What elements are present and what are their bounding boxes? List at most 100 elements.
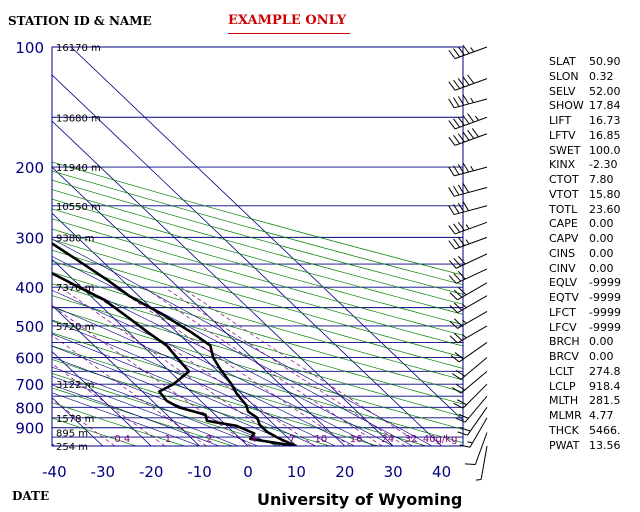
wind-barb-feather — [467, 74, 475, 84]
isotherm-line — [0, 47, 6, 446]
dewpoint-trace — [52, 271, 295, 446]
wind-barb-feather — [453, 48, 461, 58]
index-row: SELV 52.00 — [549, 85, 621, 100]
wind-barb-feather — [448, 205, 455, 215]
wind-barb — [448, 128, 488, 146]
wind-barb-feather — [449, 305, 458, 314]
wind-barb-feather — [457, 116, 465, 126]
index-value: 7.80 — [589, 173, 614, 186]
index-name: TOTL — [549, 202, 578, 216]
height-label: 13680 m — [56, 113, 101, 124]
wind-barb — [448, 94, 488, 109]
index-name: SWET — [549, 143, 581, 157]
mixing-ratio-line — [164, 286, 406, 446]
wind-barb-staff — [454, 46, 488, 60]
dry-adiabat — [52, 249, 463, 369]
wind-barb-staff — [454, 205, 488, 216]
dry-adiabat — [52, 161, 463, 276]
wind-barb-staff — [455, 268, 488, 284]
wind-barb-half-feather — [465, 224, 470, 230]
index-name: KINX — [549, 158, 576, 172]
wind-barb-feather — [448, 240, 456, 250]
mixing-ratio-label: 7 — [289, 434, 295, 445]
wind-barb-feather — [462, 94, 470, 105]
pressure-tick-label: 200 — [15, 159, 44, 177]
index-row: SLON 0.32 — [549, 70, 614, 85]
index-name: LCLT — [549, 364, 575, 378]
mixing-ratio-line — [60, 286, 290, 446]
wind-barb-staff — [457, 282, 488, 301]
index-value: 23.60 — [589, 202, 621, 216]
index-name: CINV — [549, 261, 576, 275]
wind-barb-feather — [453, 332, 463, 341]
index-name: CAPV — [549, 232, 579, 245]
wind-barb-feather — [453, 118, 461, 128]
wind-barb — [449, 311, 488, 329]
wind-barb-feather — [448, 120, 456, 130]
isotherm-line — [52, 212, 297, 446]
wind-barb-feather — [457, 431, 468, 436]
wind-barb-feather — [457, 255, 466, 265]
wind-barb — [448, 201, 488, 216]
dry-adiabat — [52, 271, 463, 393]
height-label: 3122 m — [56, 380, 94, 391]
index-row: LFCV -9999 — [549, 321, 621, 336]
mixing-ratio-label: 4 — [250, 434, 256, 445]
mixing-ratio-label: 24 — [381, 434, 394, 445]
index-row: TOTL 23.60 — [549, 203, 621, 218]
index-row: SWET 100.0 — [549, 144, 621, 159]
index-name: LCLP — [549, 379, 576, 393]
height-label: 11940 m — [56, 163, 101, 174]
index-value: 0.00 — [589, 232, 614, 245]
wind-barb-staff — [454, 166, 488, 177]
isotherm-line — [52, 166, 346, 446]
index-name: VTOT — [549, 187, 579, 201]
index-row: BRCH 0.00 — [549, 335, 614, 350]
wind-barb — [464, 432, 488, 465]
dry-adiabat — [52, 332, 427, 446]
index-row: LCLT 274.8 — [549, 365, 621, 380]
dry-adiabat — [52, 170, 463, 286]
wind-barb — [475, 445, 488, 481]
dry-adiabat — [52, 239, 463, 358]
wind-barb — [448, 253, 488, 269]
height-label: 7370 m — [56, 283, 94, 294]
wind-barb-feather — [455, 417, 466, 423]
mixing-ratio-label: 32 — [405, 434, 418, 445]
wind-barb-feather — [457, 46, 465, 56]
index-row: BRCV 0.00 — [549, 350, 614, 365]
mixing-ratio-line — [180, 286, 424, 446]
temperature-tick-label: -10 — [187, 463, 212, 481]
index-name: LIFT — [549, 114, 572, 127]
index-row: LFTV 16.85 — [549, 129, 621, 144]
moist-adiabat — [52, 333, 316, 446]
wind-barb-feather — [457, 236, 465, 246]
wind-barb — [449, 325, 488, 344]
index-name: EQLV — [549, 276, 578, 290]
wind-barb-feather — [457, 184, 465, 194]
index-name: LFTV — [549, 128, 576, 142]
temperature-tick-label: -30 — [91, 463, 116, 481]
wind-barb-feather — [453, 204, 460, 214]
wind-barb-feather — [457, 399, 467, 406]
dry-adiabat — [52, 345, 379, 446]
wind-barb — [459, 417, 488, 448]
wind-barb-half-feather — [465, 239, 470, 245]
wind-barb-feather — [458, 413, 469, 419]
mixing-ratio-line — [52, 363, 166, 446]
dry-adiabat — [52, 189, 463, 305]
index-name: CTOT — [549, 173, 579, 186]
wind-barb-feather — [457, 78, 465, 88]
wind-barb — [450, 341, 488, 363]
wind-barb-staff — [454, 236, 488, 250]
index-row: SHOW 17.84 — [549, 99, 621, 114]
index-row: KINX -2.30 — [549, 158, 617, 173]
wind-barb — [448, 44, 488, 60]
wind-barb-feather — [449, 335, 458, 344]
index-row: CAPE 0.00 — [549, 217, 614, 232]
index-row: CINV 0.00 — [549, 262, 614, 277]
station-title: STATION ID & NAME — [8, 14, 152, 28]
wind-barb-feather — [457, 96, 465, 106]
height-label: 9380 m — [56, 233, 94, 244]
